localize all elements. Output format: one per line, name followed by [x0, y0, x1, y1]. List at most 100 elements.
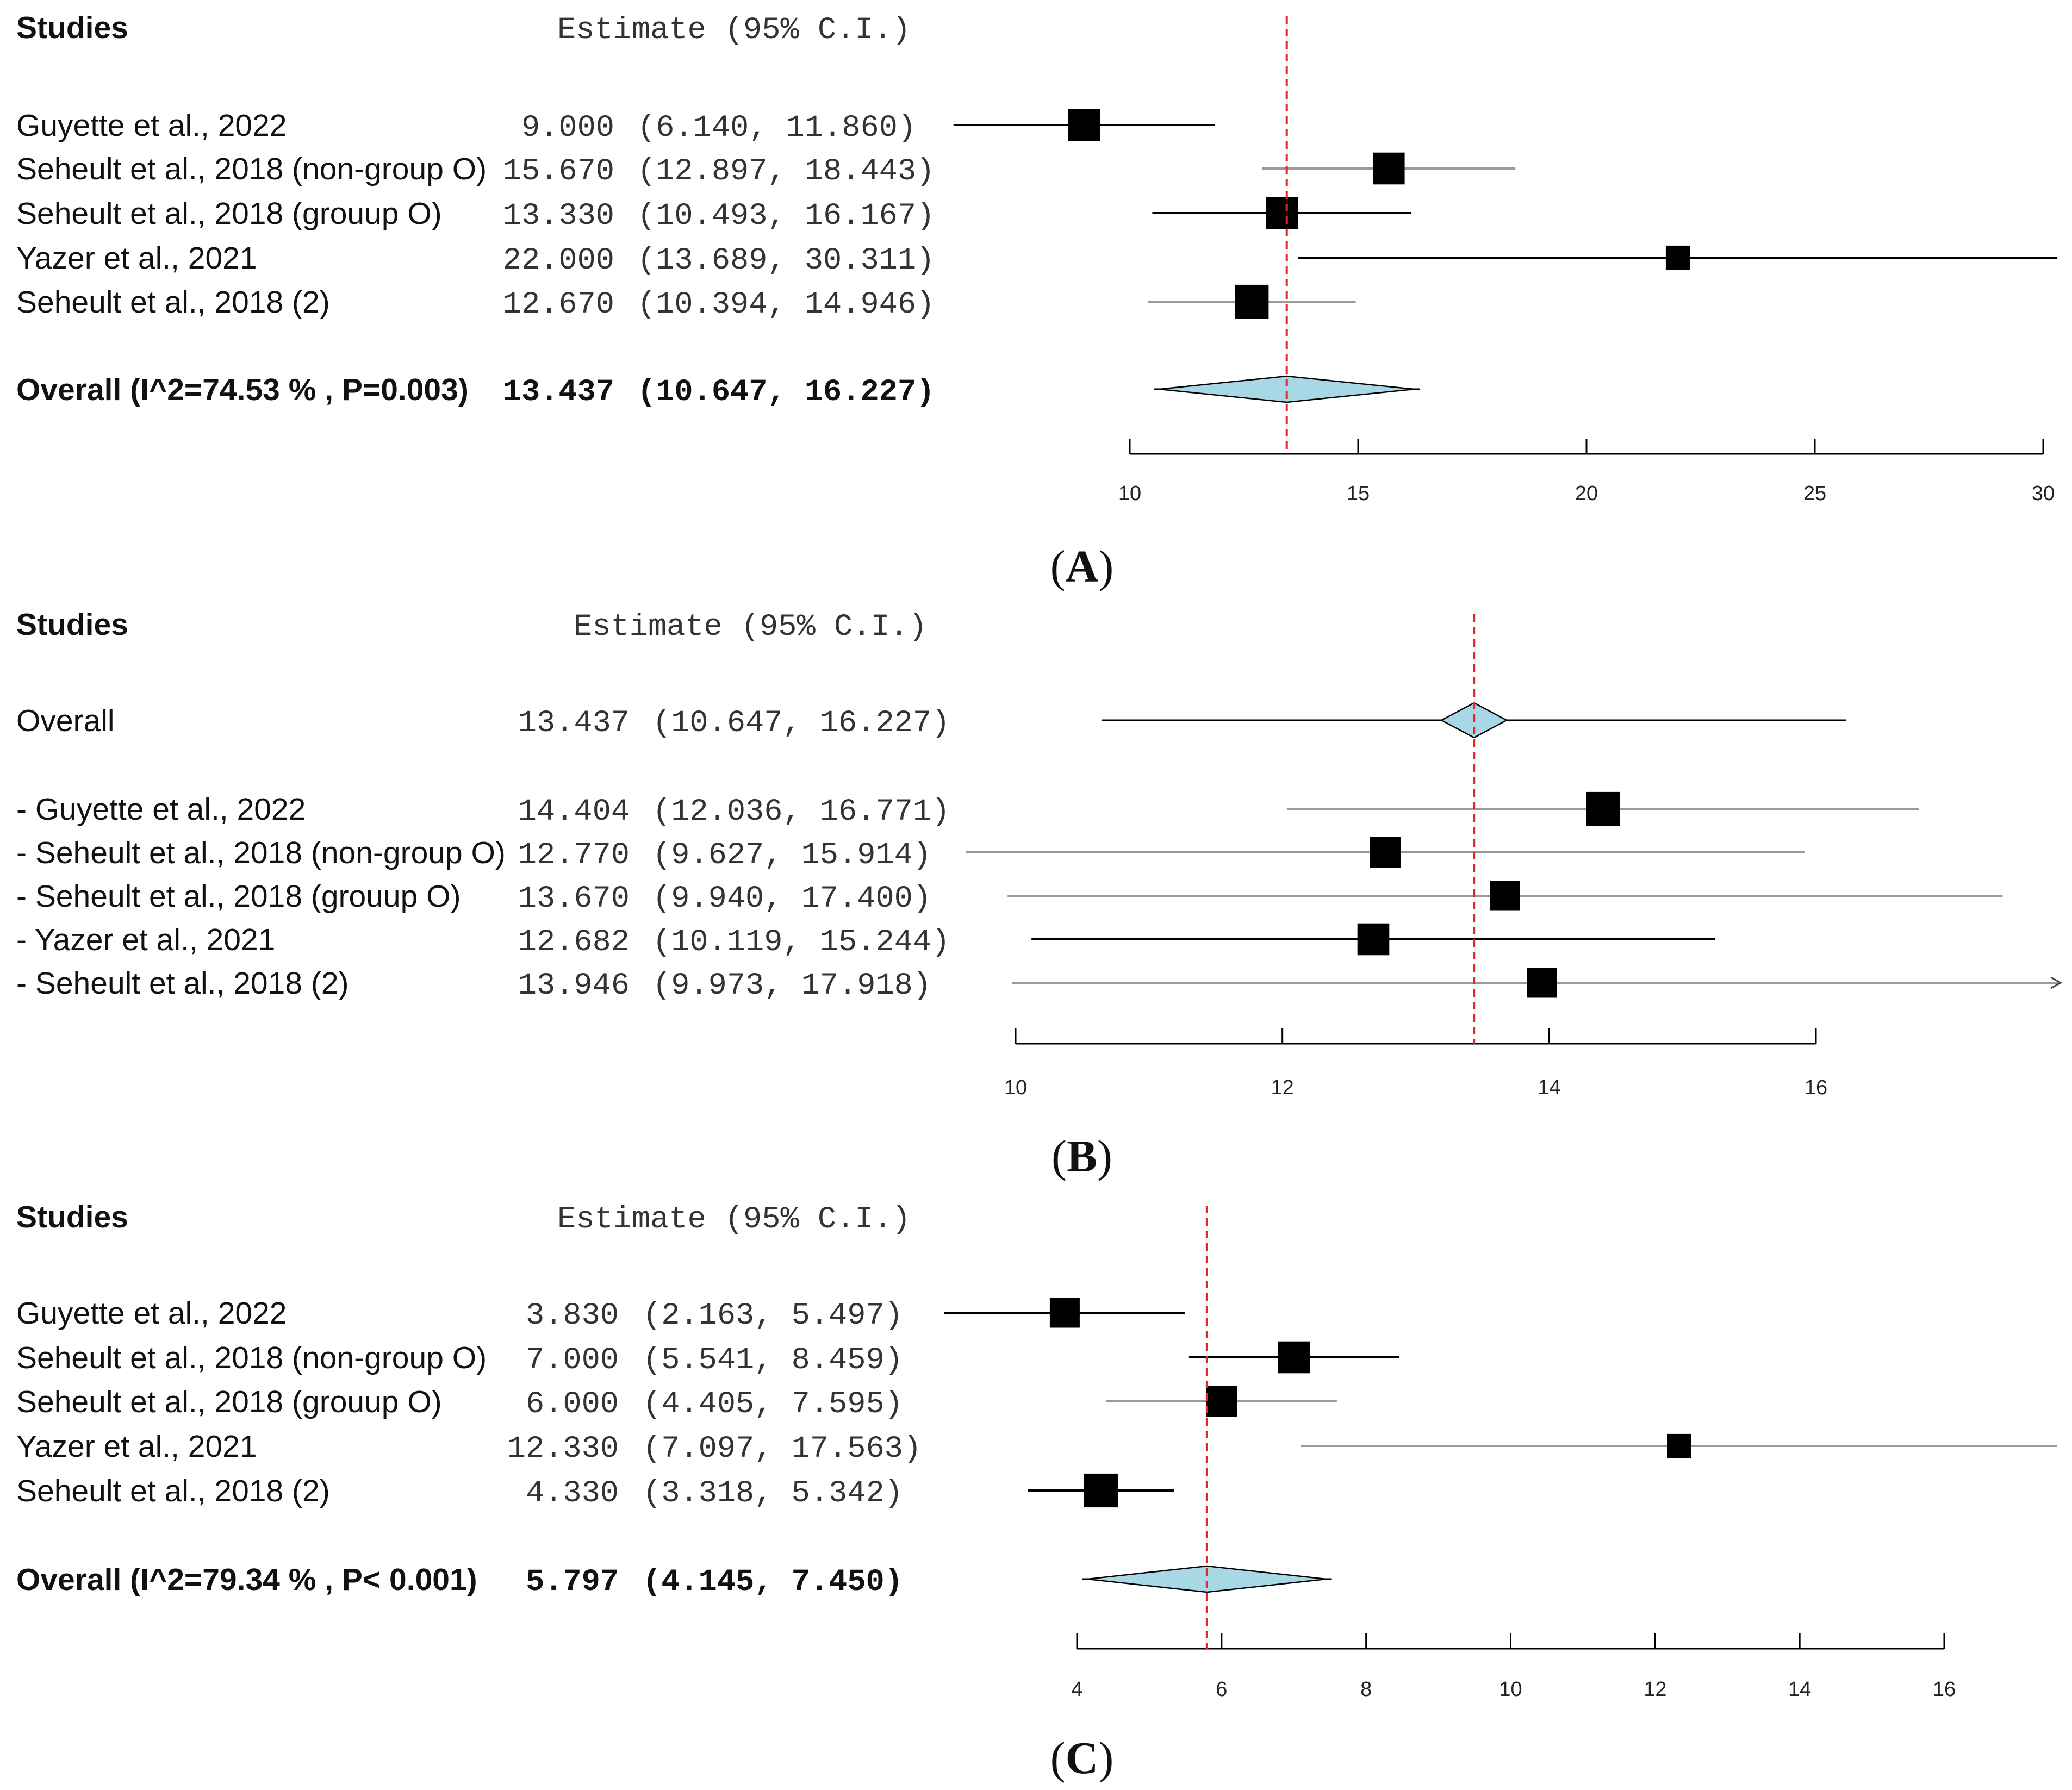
forest-panel-c: Studies Estimate (95% C.I.) 4 6 8 10 12 14 16 Guy… — [16, 1200, 2057, 1783]
study-row: Seheult et al., 2018 (non-group O) 15.670… — [16, 152, 1516, 189]
estimate-value: 12.330 — [507, 1432, 619, 1467]
panel-label-part: C — [1066, 1733, 1099, 1783]
estimate-marker — [1235, 284, 1269, 319]
x-axis: 10 15 20 25 30 — [1118, 439, 2055, 505]
overall-row: Overall (I^2=79.34 % , P< 0.001) 5.797 (4.… — [16, 1562, 1332, 1600]
estimate-value: 7.000 — [526, 1343, 619, 1378]
estimate-marker — [1206, 1386, 1237, 1417]
confidence-interval: (10.647, 16.227) — [652, 706, 950, 741]
estimate-marker — [1370, 837, 1401, 868]
confidence-interval: (10.493, 16.167) — [637, 199, 935, 234]
header-estimate: Estimate (95% C.I.) — [557, 13, 911, 48]
overall-row: Overall (I^2=74.53 % , P=0.003) 13.437 (10… — [16, 372, 1420, 410]
x-axis: 10 12 14 16 — [1004, 1028, 1827, 1099]
estimate-value: 4.330 — [526, 1476, 619, 1511]
study-row: Seheult et al., 2018 (grouup O) 13.330 (10… — [16, 196, 1412, 234]
estimate-value: 6.000 — [526, 1387, 619, 1422]
confidence-interval: (13.689, 30.311) — [637, 244, 935, 278]
estimate-marker — [1357, 923, 1390, 956]
study-row: Seheult et al., 2018 (2) 4.330 (3.318, 5.3… — [16, 1473, 1174, 1511]
x-axis-tick-label: 12 — [1271, 1076, 1294, 1099]
estimate-value: 13.670 — [518, 882, 630, 916]
study-label: Seheult et al., 2018 (non-group O) — [16, 1340, 487, 1375]
confidence-interval: (6.140, 11.860) — [637, 111, 916, 146]
x-axis-tick-label: 16 — [1805, 1076, 1827, 1099]
estimate-value: 5.797 — [526, 1565, 619, 1600]
x-axis-tick-label: 4 — [1071, 1678, 1082, 1701]
ci-arrow — [2050, 976, 2063, 989]
x-axis-tick-label: 12 — [1644, 1678, 1666, 1701]
estimate-marker — [1490, 881, 1520, 911]
estimate-value: 13.946 — [518, 969, 630, 1003]
x-axis-tick-label: 10 — [1004, 1076, 1027, 1099]
confidence-interval: (10.394, 14.946) — [637, 288, 935, 322]
study-label: Yazer et al., 2021 — [16, 241, 257, 276]
study-label: - Seheult et al., 2018 (non-group O) — [16, 835, 506, 870]
study-label: Seheult et al., 2018 (2) — [16, 285, 330, 320]
x-axis-tick-label: 14 — [1538, 1076, 1560, 1099]
panel-label: (A) — [1050, 541, 1114, 592]
confidence-interval: (10.647, 16.227) — [637, 375, 935, 410]
study-row: Yazer et al., 2021 12.330 (7.097, 17.563) — [16, 1429, 2057, 1467]
estimate-marker — [1667, 1433, 1691, 1458]
panel-label-part: ( — [1050, 1733, 1066, 1783]
x-axis-tick-label: 25 — [1803, 482, 1826, 505]
estimate-marker — [1266, 197, 1298, 229]
panel-label-part: ) — [1098, 541, 1113, 592]
estimate-value: 13.437 — [503, 375, 614, 410]
study-label: - Seheult et al., 2018 (2) — [16, 966, 349, 1001]
study-label: Seheult et al., 2018 (non-group O) — [16, 152, 487, 186]
header-studies: Studies — [16, 10, 128, 45]
study-label: Yazer et al., 2021 — [16, 1429, 257, 1464]
study-row: - Seheult et al., 2018 (grouup O) 13.670 (… — [16, 879, 2003, 916]
estimate-marker — [1586, 791, 1620, 826]
confidence-interval: (9.973, 17.918) — [652, 969, 931, 1003]
confidence-interval: (9.940, 17.400) — [652, 882, 931, 916]
study-label: Seheult et al., 2018 (2) — [16, 1474, 330, 1508]
estimate-marker — [1084, 1473, 1118, 1508]
estimate-value: 9.000 — [521, 111, 614, 146]
confidence-interval: (7.097, 17.563) — [643, 1432, 922, 1467]
panel-label-part: ) — [1097, 1131, 1112, 1182]
estimate-value: 12.770 — [518, 838, 630, 873]
study-label: - Seheult et al., 2018 (grouup O) — [16, 879, 461, 914]
x-axis-tick-label: 10 — [1118, 482, 1141, 505]
estimate-marker — [1068, 109, 1100, 141]
overall-row: Overall 13.437 (10.647, 16.227) — [16, 702, 1846, 741]
confidence-interval: (5.541, 8.459) — [643, 1343, 903, 1378]
study-label: Seheult et al., 2018 (grouup O) — [16, 196, 442, 231]
panel-label-part: B — [1067, 1131, 1097, 1182]
study-label: Overall — [16, 703, 115, 738]
x-axis: 4 6 8 10 12 14 16 — [1071, 1633, 1956, 1701]
study-label: Overall (I^2=79.34 % , P< 0.001) — [16, 1562, 477, 1597]
panel-label-part: ) — [1098, 1733, 1113, 1783]
confidence-interval: (12.897, 18.443) — [637, 154, 935, 189]
x-axis-tick-label: 10 — [1499, 1678, 1522, 1701]
estimate-marker — [1665, 245, 1690, 270]
x-axis-tick-label: 6 — [1216, 1678, 1227, 1701]
x-axis-tick-label: 8 — [1360, 1678, 1372, 1701]
estimate-value: 14.404 — [518, 795, 630, 829]
study-label: Guyette et al., 2022 — [16, 1296, 287, 1331]
estimate-marker — [1278, 1341, 1310, 1374]
overall-diamond — [1159, 375, 1415, 403]
estimate-value: 13.437 — [518, 706, 630, 741]
estimate-value: 12.670 — [503, 288, 614, 322]
x-axis-tick-label: 15 — [1347, 482, 1370, 505]
estimate-value: 22.000 — [503, 244, 614, 278]
panel-label: (C) — [1050, 1733, 1114, 1783]
panel-label-part: ( — [1050, 541, 1066, 592]
estimate-value: 3.830 — [526, 1299, 619, 1333]
confidence-interval: (10.119, 15.244) — [652, 925, 950, 960]
confidence-interval: (2.163, 5.497) — [643, 1299, 903, 1333]
study-label: - Yazer et al., 2021 — [16, 922, 275, 957]
study-row: Seheult et al., 2018 (2) 12.670 (10.394, 1… — [16, 284, 1356, 322]
confidence-interval: (4.405, 7.595) — [643, 1387, 903, 1422]
study-row: - Seheult et al., 2018 (non-group O) 12.7… — [16, 835, 1805, 873]
header-studies: Studies — [16, 607, 128, 642]
x-axis-tick-label: 30 — [2032, 482, 2055, 505]
overall-diamond — [1087, 1565, 1327, 1593]
confidence-interval: (9.627, 15.914) — [652, 838, 931, 873]
study-row: Seheult et al., 2018 (non-group O) 7.000 (… — [16, 1340, 1399, 1378]
